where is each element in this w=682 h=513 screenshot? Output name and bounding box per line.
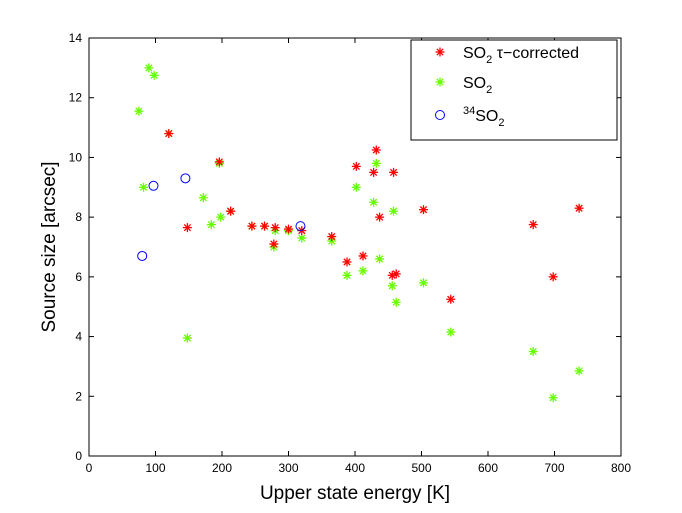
so2-point (134, 106, 144, 116)
so2-corrected-point (358, 251, 368, 261)
x-tick-label: 100 (145, 461, 165, 475)
so2-corrected-point (369, 167, 379, 177)
so2-point (574, 366, 584, 376)
so2-corrected-point (270, 223, 280, 233)
so2-corrected-point (548, 272, 558, 282)
y-tick-label: 2 (75, 389, 82, 403)
so2-corrected-point (269, 239, 279, 249)
x-tick-label: 300 (278, 461, 298, 475)
x-tick-label: 700 (544, 461, 564, 475)
so2-point (528, 347, 538, 356)
legend-marker (435, 110, 445, 120)
so2-point (391, 297, 401, 307)
y-tick-label: 8 (75, 210, 82, 224)
so2-point (387, 281, 397, 291)
so2-point (149, 70, 159, 80)
so2-point (375, 254, 385, 264)
y-tick-label: 4 (75, 330, 82, 344)
legend-marker (435, 77, 445, 87)
so2-corrected-point (574, 203, 584, 213)
legend-box (410, 39, 618, 141)
y-tick-label: 12 (69, 91, 83, 105)
so2-point (548, 393, 558, 403)
so2-point (369, 197, 379, 207)
x-tick-label: 400 (345, 461, 365, 475)
so2-corrected-point (389, 167, 399, 177)
so2-point (342, 270, 352, 280)
so2-corrected-point (164, 129, 174, 139)
x-tick-label: 0 (86, 461, 93, 475)
so2-point (351, 182, 361, 192)
x-tick-label: 800 (611, 461, 631, 475)
so2-point (358, 266, 368, 276)
legend-entry-so2-corrected: SO2 τ−corrected (463, 45, 579, 66)
so2-point (216, 212, 226, 222)
so2-corrected-point (284, 224, 293, 234)
so2-corrected-point (391, 269, 401, 279)
so2-34-point (295, 221, 306, 232)
y-tick-label: 0 (75, 449, 82, 463)
so2-point (206, 220, 216, 230)
so2-34-point (180, 173, 191, 184)
data-marks (134, 63, 584, 403)
so2-corrected-point (342, 257, 352, 267)
so2-point (371, 158, 381, 168)
so2-point (389, 206, 399, 216)
so2-corrected-point (247, 221, 257, 231)
so2-corrected-point (327, 232, 337, 242)
so2-point (182, 333, 192, 343)
so2-34-point (137, 250, 148, 261)
so2-corrected-point (528, 220, 538, 230)
so2-corrected-point (446, 294, 456, 304)
so2-point (418, 278, 428, 288)
so2-corrected-point (418, 205, 428, 215)
so2-corrected-point (371, 145, 381, 155)
legend-entry-34so2: 34SO2 (463, 105, 505, 129)
legend-marker (435, 47, 445, 57)
so2-corrected-points (164, 129, 584, 304)
x-tick-label: 200 (212, 461, 232, 475)
y-tick-label: 6 (75, 270, 82, 284)
so2-corrected-point (351, 161, 361, 171)
so2-34-point (148, 180, 159, 191)
so2-corrected-point (182, 223, 192, 233)
x-tick-label: 600 (478, 461, 498, 475)
so2-point (139, 182, 149, 192)
so2-34-points (137, 173, 306, 261)
y-tick-label: 10 (69, 150, 83, 164)
so2-corrected-point (375, 212, 385, 222)
so2-point (198, 193, 208, 203)
y-axis-label: Source size [arcsec] (39, 161, 60, 332)
so2-point (144, 63, 154, 73)
y-tick-label: 14 (69, 31, 83, 45)
x-axis-label: Upper state energy [K] (260, 483, 450, 504)
so2-corrected-point (214, 157, 224, 167)
x-tick-label: 500 (411, 461, 431, 475)
legend: SO2 τ−corrected SO2 34SO2 (410, 39, 618, 141)
so2-corrected-point (260, 221, 270, 231)
so2-corrected-point (226, 206, 236, 216)
so2-point (446, 327, 456, 337)
legend-entry-so2: SO2 (463, 75, 492, 96)
